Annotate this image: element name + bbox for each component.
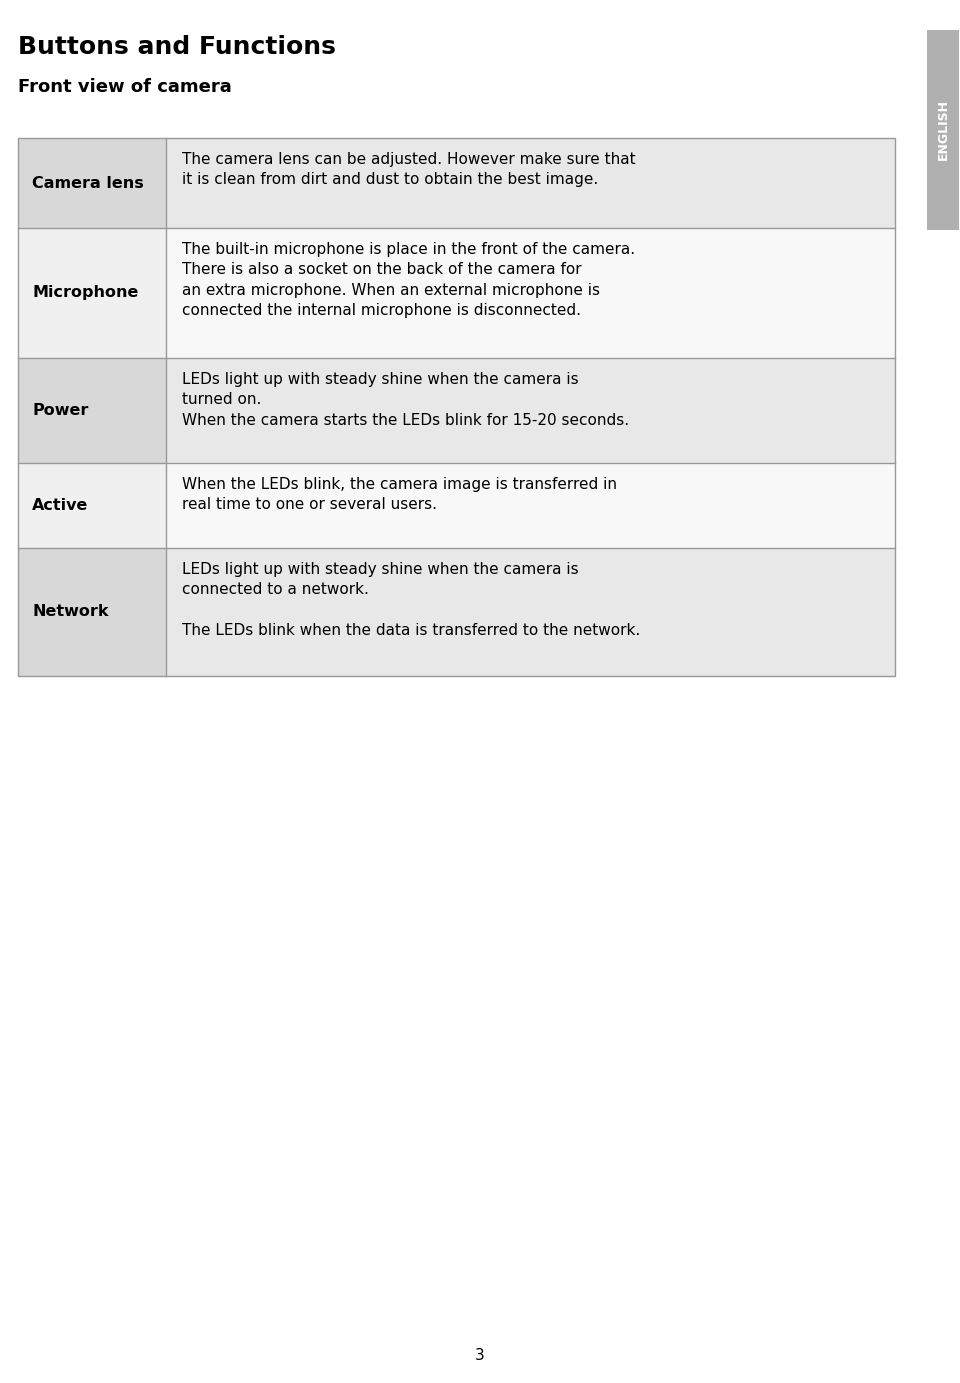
- Bar: [166, 228, 895, 358]
- Bar: [166, 548, 895, 676]
- Text: Network: Network: [32, 604, 108, 620]
- Text: Active: Active: [32, 498, 88, 513]
- Bar: [18, 463, 166, 548]
- Text: When the LEDs blink, the camera image is transferred in
real time to one or seve: When the LEDs blink, the camera image is…: [182, 477, 617, 512]
- Bar: [18, 138, 166, 228]
- Bar: [166, 138, 895, 228]
- Text: The camera lens can be adjusted. However make sure that
it is clean from dirt an: The camera lens can be adjusted. However…: [182, 152, 636, 188]
- Text: Power: Power: [32, 402, 88, 418]
- Text: Front view of camera: Front view of camera: [18, 77, 231, 95]
- Text: 3: 3: [475, 1347, 485, 1362]
- Bar: [927, 30, 959, 230]
- Bar: [166, 358, 895, 463]
- Text: Buttons and Functions: Buttons and Functions: [18, 35, 336, 59]
- Bar: [18, 138, 895, 676]
- Bar: [18, 358, 166, 463]
- Text: LEDs light up with steady shine when the camera is
connected to a network.

The : LEDs light up with steady shine when the…: [182, 561, 640, 638]
- Text: LEDs light up with steady shine when the camera is
turned on.
When the camera st: LEDs light up with steady shine when the…: [182, 372, 629, 427]
- Text: The built-in microphone is place in the front of the camera.
There is also a soc: The built-in microphone is place in the …: [182, 242, 636, 318]
- Text: Microphone: Microphone: [32, 285, 138, 300]
- Bar: [166, 463, 895, 548]
- Bar: [18, 228, 166, 358]
- Bar: [18, 548, 166, 676]
- Text: Camera lens: Camera lens: [32, 176, 144, 191]
- Text: ENGLISH: ENGLISH: [937, 100, 949, 160]
